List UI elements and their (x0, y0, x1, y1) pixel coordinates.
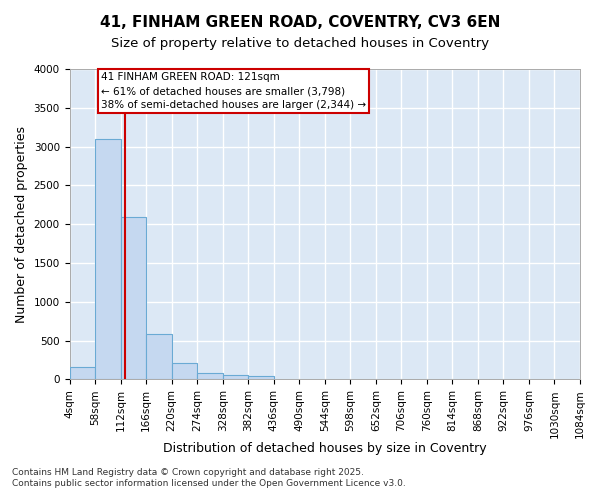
X-axis label: Distribution of detached houses by size in Coventry: Distribution of detached houses by size … (163, 442, 487, 455)
Text: 41, FINHAM GREEN ROAD, COVENTRY, CV3 6EN: 41, FINHAM GREEN ROAD, COVENTRY, CV3 6EN (100, 15, 500, 30)
Text: 41 FINHAM GREEN ROAD: 121sqm
← 61% of detached houses are smaller (3,798)
38% of: 41 FINHAM GREEN ROAD: 121sqm ← 61% of de… (101, 72, 366, 110)
Bar (95, 139, 121, 380)
Bar (172, 363, 197, 380)
Text: Contains HM Land Registry data © Crown copyright and database right 2025.
Contai: Contains HM Land Registry data © Crown c… (12, 468, 406, 487)
Bar (223, 375, 248, 380)
Bar (121, 218, 146, 380)
Bar (248, 376, 274, 380)
Y-axis label: Number of detached properties: Number of detached properties (15, 126, 28, 322)
Bar (197, 372, 223, 380)
Bar (146, 334, 172, 380)
Bar (70, 367, 95, 380)
Text: Size of property relative to detached houses in Coventry: Size of property relative to detached ho… (111, 38, 489, 51)
